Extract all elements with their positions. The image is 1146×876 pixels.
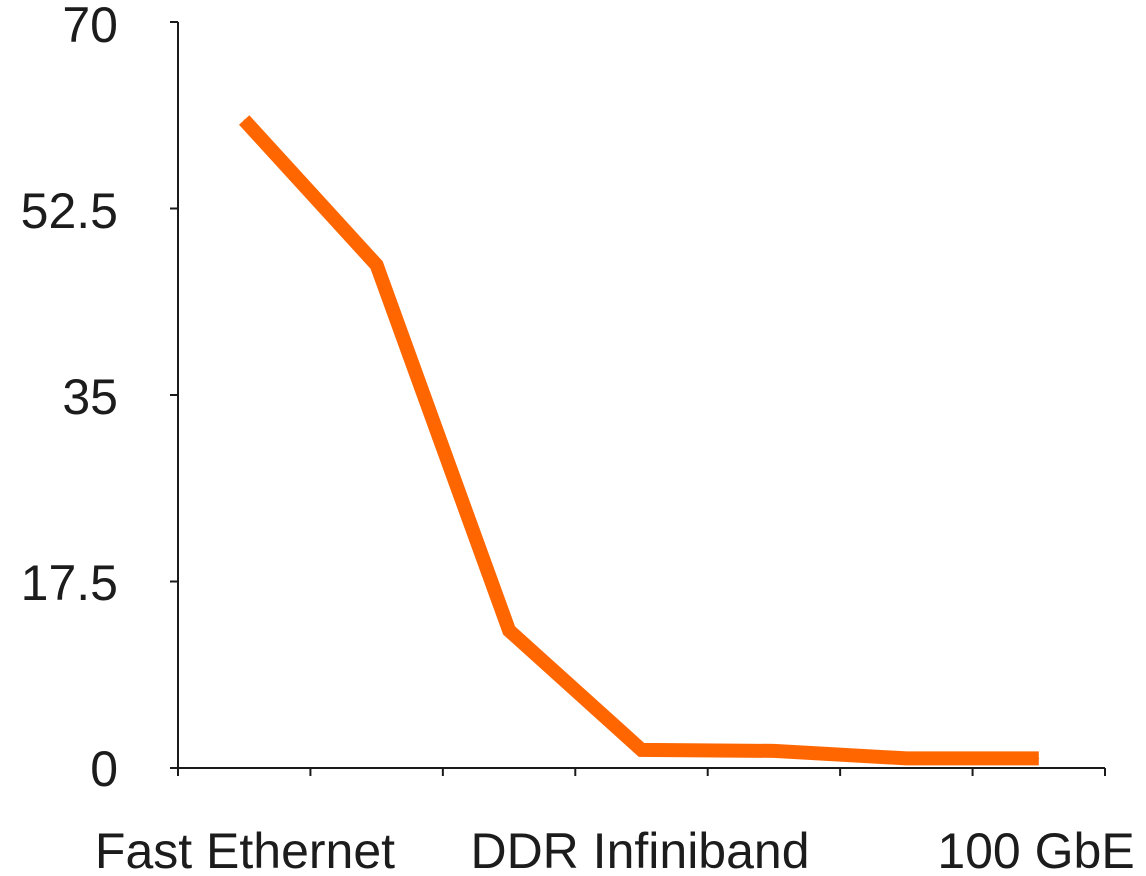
y-tick-label: 52.5: [21, 183, 118, 239]
data-point: [376, 264, 378, 266]
y-tick-label: 35: [62, 369, 118, 425]
x-tick-label-fast-ethernet: Fast Ethernet: [95, 823, 395, 876]
data-point: [905, 757, 907, 759]
x-tick-label-ddr-infiniband: DDR Infiniband: [470, 823, 809, 876]
series-line: [239, 115, 1039, 766]
data-point: [773, 750, 775, 752]
data-points: [243, 119, 1040, 759]
x-tick-label-100-gbe: 100 GbE: [937, 823, 1134, 876]
y-tick-label: 70: [62, 0, 118, 53]
data-point: [1038, 757, 1040, 759]
y-tick-label: 17.5: [21, 555, 118, 611]
data-point: [641, 749, 642, 751]
y-tick-label: 0: [90, 741, 118, 797]
x-axis-ticks: [177, 768, 1106, 776]
data-point: [508, 630, 510, 632]
data-point: [243, 119, 245, 121]
y-axis-ticks: [170, 21, 178, 769]
